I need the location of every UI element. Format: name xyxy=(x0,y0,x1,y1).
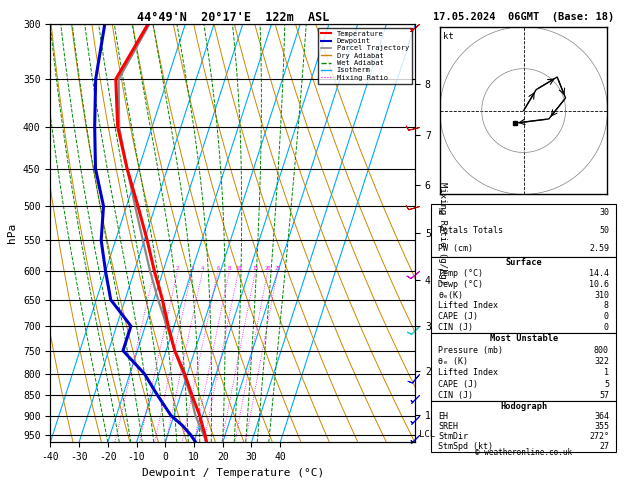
Text: Dewp (°C): Dewp (°C) xyxy=(438,280,483,289)
Text: kt: kt xyxy=(443,32,454,41)
Text: © weatheronline.co.uk: © weatheronline.co.uk xyxy=(475,448,572,457)
Text: 27: 27 xyxy=(599,442,609,451)
Text: 310: 310 xyxy=(594,291,609,299)
Title: 44°49'N  20°17'E  122m  ASL: 44°49'N 20°17'E 122m ASL xyxy=(136,11,329,24)
Text: Temp (°C): Temp (°C) xyxy=(438,269,483,278)
Text: 50: 50 xyxy=(599,226,609,235)
Text: 10: 10 xyxy=(235,266,242,271)
Text: 322: 322 xyxy=(594,357,609,366)
Text: 57: 57 xyxy=(599,391,609,400)
Text: 5: 5 xyxy=(604,380,609,389)
Text: 3: 3 xyxy=(191,266,194,271)
Text: 10.6: 10.6 xyxy=(589,280,609,289)
Text: CIN (J): CIN (J) xyxy=(438,323,473,332)
Text: 4: 4 xyxy=(201,266,204,271)
Text: LCL: LCL xyxy=(419,430,435,439)
Text: Surface: Surface xyxy=(505,258,542,267)
Bar xyxy=(431,204,616,257)
Text: K: K xyxy=(438,208,443,217)
Text: 8: 8 xyxy=(604,301,609,311)
Text: 17.05.2024  06GMT  (Base: 18): 17.05.2024 06GMT (Base: 18) xyxy=(433,12,615,22)
Text: 0: 0 xyxy=(604,323,609,332)
Text: Lifted Index: Lifted Index xyxy=(438,301,498,311)
Text: 364: 364 xyxy=(594,412,609,421)
Text: 20: 20 xyxy=(265,266,271,271)
Text: CIN (J): CIN (J) xyxy=(438,391,473,400)
Text: Pressure (mb): Pressure (mb) xyxy=(438,346,503,355)
Text: 8: 8 xyxy=(228,266,231,271)
Bar xyxy=(431,401,616,452)
Text: CAPE (J): CAPE (J) xyxy=(438,380,478,389)
Y-axis label: Mixing Ratio (g/kg): Mixing Ratio (g/kg) xyxy=(438,182,447,284)
Text: Lifted Index: Lifted Index xyxy=(438,368,498,377)
Text: Hodograph: Hodograph xyxy=(500,402,547,411)
Text: 1: 1 xyxy=(604,368,609,377)
Y-axis label: hPa: hPa xyxy=(8,223,18,243)
Text: 6: 6 xyxy=(216,266,220,271)
Text: StmSpd (kt): StmSpd (kt) xyxy=(438,442,493,451)
Text: 25: 25 xyxy=(274,266,281,271)
Text: PW (cm): PW (cm) xyxy=(438,244,473,253)
Text: 0: 0 xyxy=(604,312,609,321)
Legend: Temperature, Dewpoint, Parcel Trajectory, Dry Adiabat, Wet Adiabat, Isotherm, Mi: Temperature, Dewpoint, Parcel Trajectory… xyxy=(318,28,411,84)
X-axis label: Dewpoint / Temperature (°C): Dewpoint / Temperature (°C) xyxy=(142,468,324,478)
Text: 2: 2 xyxy=(176,266,179,271)
Text: CAPE (J): CAPE (J) xyxy=(438,312,478,321)
Text: 2.59: 2.59 xyxy=(589,244,609,253)
Text: 30: 30 xyxy=(599,208,609,217)
Bar xyxy=(431,257,616,333)
Text: EH: EH xyxy=(438,412,448,421)
Text: Most Unstable: Most Unstable xyxy=(489,334,558,343)
Text: 355: 355 xyxy=(594,422,609,431)
Text: StmDir: StmDir xyxy=(438,432,468,441)
Bar xyxy=(431,333,616,401)
Text: θₑ(K): θₑ(K) xyxy=(438,291,464,299)
Text: 15: 15 xyxy=(252,266,259,271)
Text: SREH: SREH xyxy=(438,422,459,431)
Text: Totals Totals: Totals Totals xyxy=(438,226,503,235)
Text: 1: 1 xyxy=(153,266,156,271)
Text: 14.4: 14.4 xyxy=(589,269,609,278)
Text: θₑ (K): θₑ (K) xyxy=(438,357,468,366)
Text: 800: 800 xyxy=(594,346,609,355)
Text: 272°: 272° xyxy=(589,432,609,441)
